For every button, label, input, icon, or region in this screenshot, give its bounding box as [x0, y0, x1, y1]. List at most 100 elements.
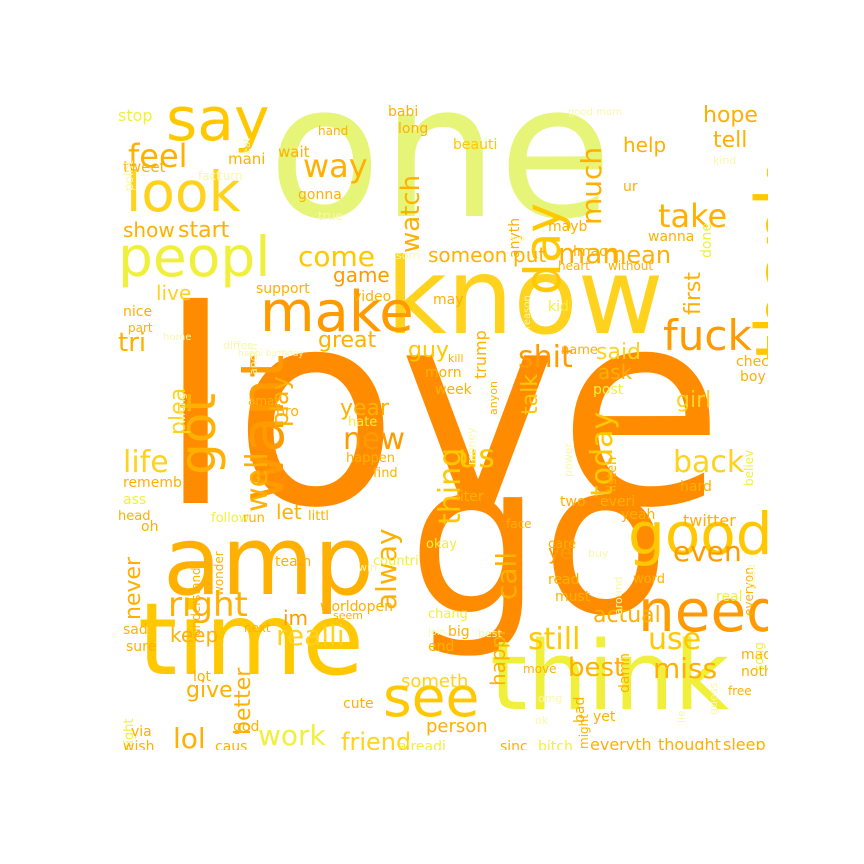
- word-might: might: [577, 713, 591, 749]
- word-think: think: [490, 622, 730, 732]
- word-work: work: [258, 719, 326, 750]
- word-believ: believ: [742, 449, 756, 486]
- word-mani: mani: [228, 150, 266, 168]
- word-may: may: [433, 292, 464, 308]
- word-use: use: [648, 622, 702, 657]
- word-end: end: [428, 639, 455, 655]
- word-run: run: [243, 511, 265, 526]
- word-even: even: [673, 535, 742, 568]
- word-lol: lol: [173, 722, 206, 751]
- word-watch: watch: [396, 175, 426, 254]
- word-good-morn: good morn: [568, 107, 623, 118]
- word-dead: dead: [747, 564, 758, 589]
- word-feel: feel: [128, 137, 188, 175]
- word-tell: tell: [713, 128, 748, 153]
- word-post: post: [593, 382, 624, 398]
- word-okay: okay: [426, 537, 457, 552]
- word-much: much: [575, 147, 608, 226]
- word-life: life: [123, 445, 169, 480]
- word-song: song: [752, 641, 766, 671]
- word-time: time: [138, 581, 364, 698]
- word-sure: sure: [126, 639, 157, 655]
- word-alreadi: alreadi: [398, 739, 446, 750]
- word-kind: kind: [713, 154, 737, 167]
- word-said: said: [596, 340, 642, 365]
- word-team: team: [275, 554, 312, 570]
- word-fact: fact: [198, 169, 221, 183]
- word-made: made: [741, 647, 768, 663]
- word-oh: oh: [141, 519, 159, 535]
- word-money: money: [465, 427, 478, 465]
- word-ye: ye: [548, 540, 573, 564]
- word-one: one: [268, 100, 613, 260]
- word-hate: hate: [348, 415, 378, 430]
- word-need: need: [638, 577, 768, 645]
- word-someth: someth: [401, 671, 469, 692]
- word-eat: eat: [242, 137, 253, 154]
- word-check: check: [736, 354, 768, 370]
- word-nice: nice: [123, 304, 153, 320]
- word-call: call: [490, 552, 523, 601]
- word-kill: kill: [448, 352, 464, 365]
- word-right: right: [168, 585, 248, 625]
- word-heart: heart: [558, 259, 590, 273]
- word-actual: actual: [593, 603, 661, 628]
- word-morn: morn: [425, 365, 462, 381]
- word-sinc: sinc: [500, 739, 528, 750]
- word-open: open: [358, 599, 393, 615]
- word-give: give: [186, 678, 233, 703]
- word-reason: reason: [522, 295, 533, 329]
- word-must: must: [555, 589, 591, 605]
- word-littl: littl: [308, 509, 330, 524]
- word-never: never: [121, 556, 146, 620]
- word-best: best: [478, 627, 502, 640]
- word-help: help: [623, 133, 667, 157]
- word-differ: differ: [223, 339, 252, 352]
- word-take: take: [658, 197, 728, 235]
- word-omg: omg: [538, 692, 563, 705]
- word-wrong: wrong: [177, 393, 188, 424]
- word-yet: yet: [593, 709, 616, 725]
- word-sad: sad: [123, 622, 148, 638]
- word-hope: hope: [703, 103, 758, 128]
- word-next: next: [244, 621, 271, 635]
- word-find: find: [373, 466, 398, 481]
- word-year: year: [340, 396, 390, 421]
- word-us: us: [458, 437, 495, 475]
- word-happen: happen: [346, 451, 395, 466]
- word-care: care: [548, 537, 577, 552]
- word-hand: hand: [318, 124, 349, 138]
- word-know: know: [386, 236, 664, 358]
- word-cute: cute: [343, 696, 374, 712]
- word-miss: miss: [653, 652, 718, 685]
- word-lie: lie: [675, 710, 688, 723]
- word-say: say: [166, 100, 270, 155]
- word-follow: follow: [211, 511, 250, 526]
- word-sorri: sorri: [396, 249, 421, 262]
- word-long: long: [398, 121, 429, 137]
- word-bitch: bitch: [538, 739, 573, 750]
- word-wait: wait: [278, 143, 310, 161]
- word-countri: countri: [373, 554, 419, 569]
- word-week: week: [435, 382, 472, 398]
- word-damn: damn: [617, 652, 633, 693]
- word-make: make: [260, 280, 414, 345]
- word-twitter: twitter: [683, 511, 736, 530]
- word-true: true: [318, 209, 343, 223]
- word-well: well: [240, 452, 275, 512]
- word-without: without: [608, 259, 654, 273]
- word-video: video: [353, 289, 392, 305]
- word-great: great: [318, 328, 377, 353]
- word-stop: stop: [118, 106, 153, 125]
- word-girl: girl: [676, 388, 712, 413]
- word-show: show: [123, 218, 175, 242]
- word-talk: talk: [518, 373, 543, 415]
- word-done: done: [699, 222, 715, 258]
- word-home: home: [163, 332, 192, 343]
- word-everi: everi: [600, 494, 636, 510]
- word-live: live: [156, 281, 192, 305]
- word-ask: ask: [598, 360, 633, 384]
- word-tweet: tweet: [123, 158, 166, 176]
- word-head: head: [118, 509, 151, 524]
- word-still: still: [528, 622, 581, 657]
